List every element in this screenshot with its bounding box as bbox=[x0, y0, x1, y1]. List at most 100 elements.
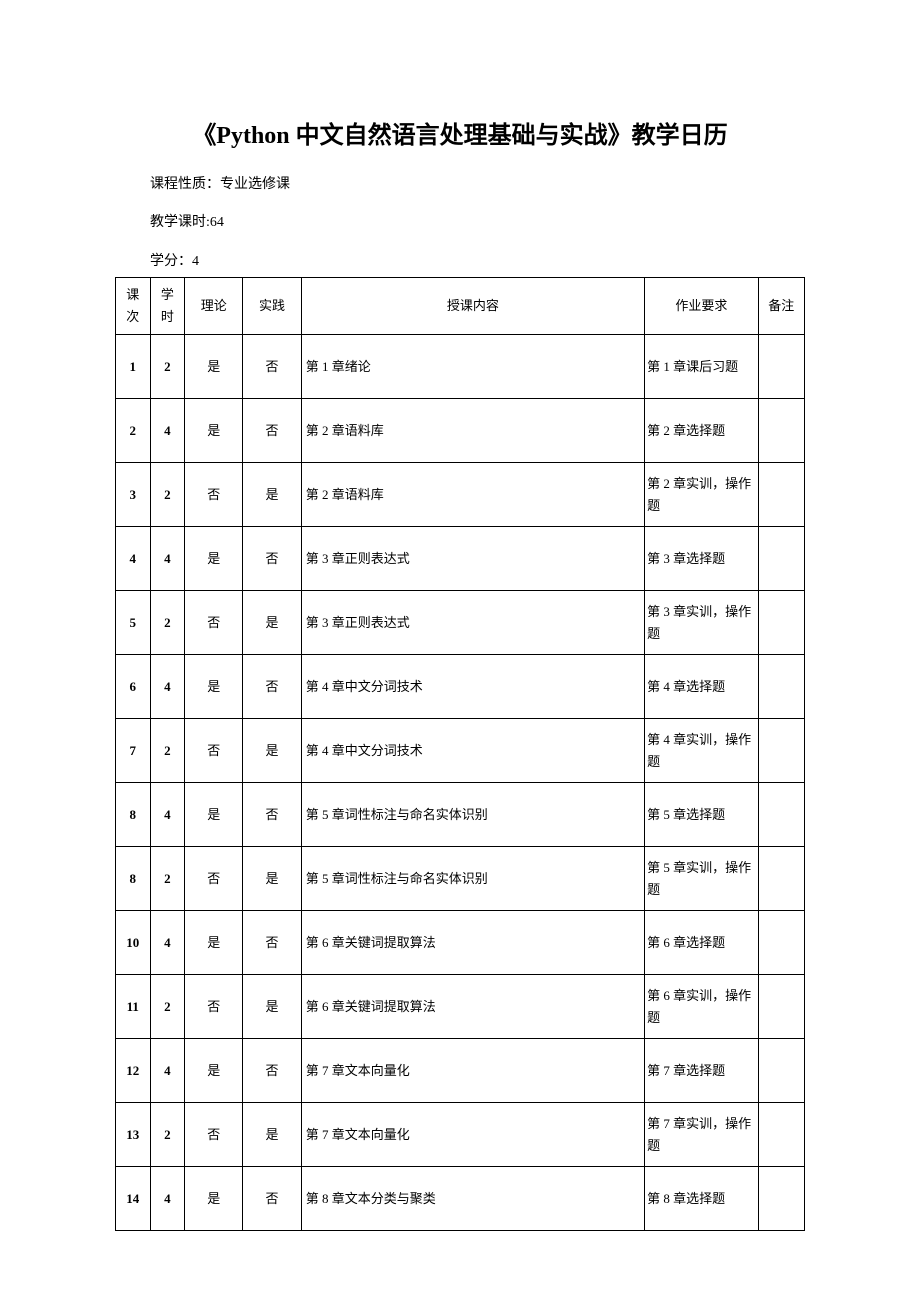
cell-notes bbox=[758, 1167, 804, 1231]
cell-homework: 第 6 章选择题 bbox=[645, 911, 758, 975]
cell-hours: 2 bbox=[150, 335, 185, 399]
meta-hours: 教学课时:64 bbox=[150, 212, 805, 234]
cell-practice: 否 bbox=[243, 1039, 301, 1103]
cell-content: 第 8 章文本分类与聚类 bbox=[301, 1167, 644, 1231]
cell-practice: 是 bbox=[243, 591, 301, 655]
cell-homework: 第 3 章实训，操作题 bbox=[645, 591, 758, 655]
cell-theory: 否 bbox=[185, 975, 243, 1039]
cell-hours: 2 bbox=[150, 719, 185, 783]
col-header-practice: 实践 bbox=[243, 278, 301, 335]
cell-hours: 2 bbox=[150, 591, 185, 655]
cell-hours: 2 bbox=[150, 847, 185, 911]
cell-session: 4 bbox=[116, 527, 151, 591]
cell-notes bbox=[758, 463, 804, 527]
cell-homework: 第 4 章选择题 bbox=[645, 655, 758, 719]
cell-content: 第 6 章关键词提取算法 bbox=[301, 975, 644, 1039]
col-header-session: 课次 bbox=[116, 278, 151, 335]
table-row: 132否是第 7 章文本向量化第 7 章实训，操作题 bbox=[116, 1103, 805, 1167]
cell-hours: 4 bbox=[150, 399, 185, 463]
cell-homework: 第 2 章实训，操作题 bbox=[645, 463, 758, 527]
cell-content: 第 3 章正则表达式 bbox=[301, 527, 644, 591]
cell-content: 第 5 章词性标注与命名实体识别 bbox=[301, 847, 644, 911]
col-header-content: 授课内容 bbox=[301, 278, 644, 335]
cell-notes bbox=[758, 1103, 804, 1167]
cell-practice: 否 bbox=[243, 399, 301, 463]
cell-hours: 4 bbox=[150, 655, 185, 719]
cell-theory: 否 bbox=[185, 591, 243, 655]
cell-theory: 是 bbox=[185, 335, 243, 399]
cell-practice: 否 bbox=[243, 1167, 301, 1231]
meta-credits: 学分：4 bbox=[150, 251, 805, 273]
cell-session: 10 bbox=[116, 911, 151, 975]
table-row: 124是否第 7 章文本向量化第 7 章选择题 bbox=[116, 1039, 805, 1103]
table-row: 12是否第 1 章绪论第 1 章课后习题 bbox=[116, 335, 805, 399]
cell-hours: 2 bbox=[150, 975, 185, 1039]
cell-theory: 否 bbox=[185, 1103, 243, 1167]
cell-notes bbox=[758, 591, 804, 655]
cell-session: 14 bbox=[116, 1167, 151, 1231]
cell-hours: 4 bbox=[150, 911, 185, 975]
cell-theory: 否 bbox=[185, 463, 243, 527]
col-header-homework: 作业要求 bbox=[645, 278, 758, 335]
cell-hours: 4 bbox=[150, 1167, 185, 1231]
cell-practice: 否 bbox=[243, 335, 301, 399]
table-row: 52否是第 3 章正则表达式第 3 章实训，操作题 bbox=[116, 591, 805, 655]
table-row: 84是否第 5 章词性标注与命名实体识别第 5 章选择题 bbox=[116, 783, 805, 847]
cell-session: 13 bbox=[116, 1103, 151, 1167]
cell-theory: 否 bbox=[185, 847, 243, 911]
cell-theory: 否 bbox=[185, 719, 243, 783]
cell-practice: 否 bbox=[243, 527, 301, 591]
meta-course-type-value: 专业选修课 bbox=[220, 177, 290, 192]
cell-session: 8 bbox=[116, 847, 151, 911]
meta-hours-label: 教学课时: bbox=[150, 215, 210, 230]
cell-homework: 第 8 章选择题 bbox=[645, 1167, 758, 1231]
cell-theory: 是 bbox=[185, 1039, 243, 1103]
cell-theory: 是 bbox=[185, 911, 243, 975]
cell-content: 第 2 章语料库 bbox=[301, 399, 644, 463]
cell-session: 3 bbox=[116, 463, 151, 527]
cell-notes bbox=[758, 1039, 804, 1103]
cell-practice: 是 bbox=[243, 719, 301, 783]
table-row: 24是否第 2 章语料库第 2 章选择题 bbox=[116, 399, 805, 463]
cell-practice: 是 bbox=[243, 847, 301, 911]
cell-content: 第 7 章文本向量化 bbox=[301, 1039, 644, 1103]
cell-theory: 是 bbox=[185, 399, 243, 463]
table-row: 144是否第 8 章文本分类与聚类第 8 章选择题 bbox=[116, 1167, 805, 1231]
cell-practice: 否 bbox=[243, 911, 301, 975]
cell-practice: 否 bbox=[243, 655, 301, 719]
table-row: 112否是第 6 章关键词提取算法第 6 章实训，操作题 bbox=[116, 975, 805, 1039]
cell-session: 2 bbox=[116, 399, 151, 463]
meta-course-type: 课程性质：专业选修课 bbox=[150, 174, 805, 196]
cell-content: 第 7 章文本向量化 bbox=[301, 1103, 644, 1167]
cell-practice: 是 bbox=[243, 463, 301, 527]
cell-content: 第 2 章语料库 bbox=[301, 463, 644, 527]
cell-homework: 第 7 章选择题 bbox=[645, 1039, 758, 1103]
cell-content: 第 6 章关键词提取算法 bbox=[301, 911, 644, 975]
cell-notes bbox=[758, 655, 804, 719]
cell-homework: 第 5 章实训，操作题 bbox=[645, 847, 758, 911]
cell-homework: 第 5 章选择题 bbox=[645, 783, 758, 847]
col-header-theory: 理论 bbox=[185, 278, 243, 335]
cell-theory: 是 bbox=[185, 1167, 243, 1231]
meta-course-type-label: 课程性质： bbox=[150, 177, 220, 192]
col-header-notes: 备注 bbox=[758, 278, 804, 335]
cell-hours: 2 bbox=[150, 1103, 185, 1167]
cell-homework: 第 6 章实训，操作题 bbox=[645, 975, 758, 1039]
cell-session: 1 bbox=[116, 335, 151, 399]
cell-session: 6 bbox=[116, 655, 151, 719]
cell-homework: 第 3 章选择题 bbox=[645, 527, 758, 591]
cell-notes bbox=[758, 527, 804, 591]
col-header-hours: 学时 bbox=[150, 278, 185, 335]
cell-theory: 是 bbox=[185, 783, 243, 847]
cell-session: 7 bbox=[116, 719, 151, 783]
cell-notes bbox=[758, 975, 804, 1039]
table-row: 82否是第 5 章词性标注与命名实体识别第 5 章实训，操作题 bbox=[116, 847, 805, 911]
cell-hours: 4 bbox=[150, 527, 185, 591]
meta-credits-label: 学分： bbox=[150, 254, 192, 269]
cell-homework: 第 7 章实训，操作题 bbox=[645, 1103, 758, 1167]
table-row: 104是否第 6 章关键词提取算法第 6 章选择题 bbox=[116, 911, 805, 975]
cell-homework: 第 2 章选择题 bbox=[645, 399, 758, 463]
cell-hours: 4 bbox=[150, 783, 185, 847]
cell-notes bbox=[758, 911, 804, 975]
meta-hours-value: 64 bbox=[210, 215, 224, 230]
